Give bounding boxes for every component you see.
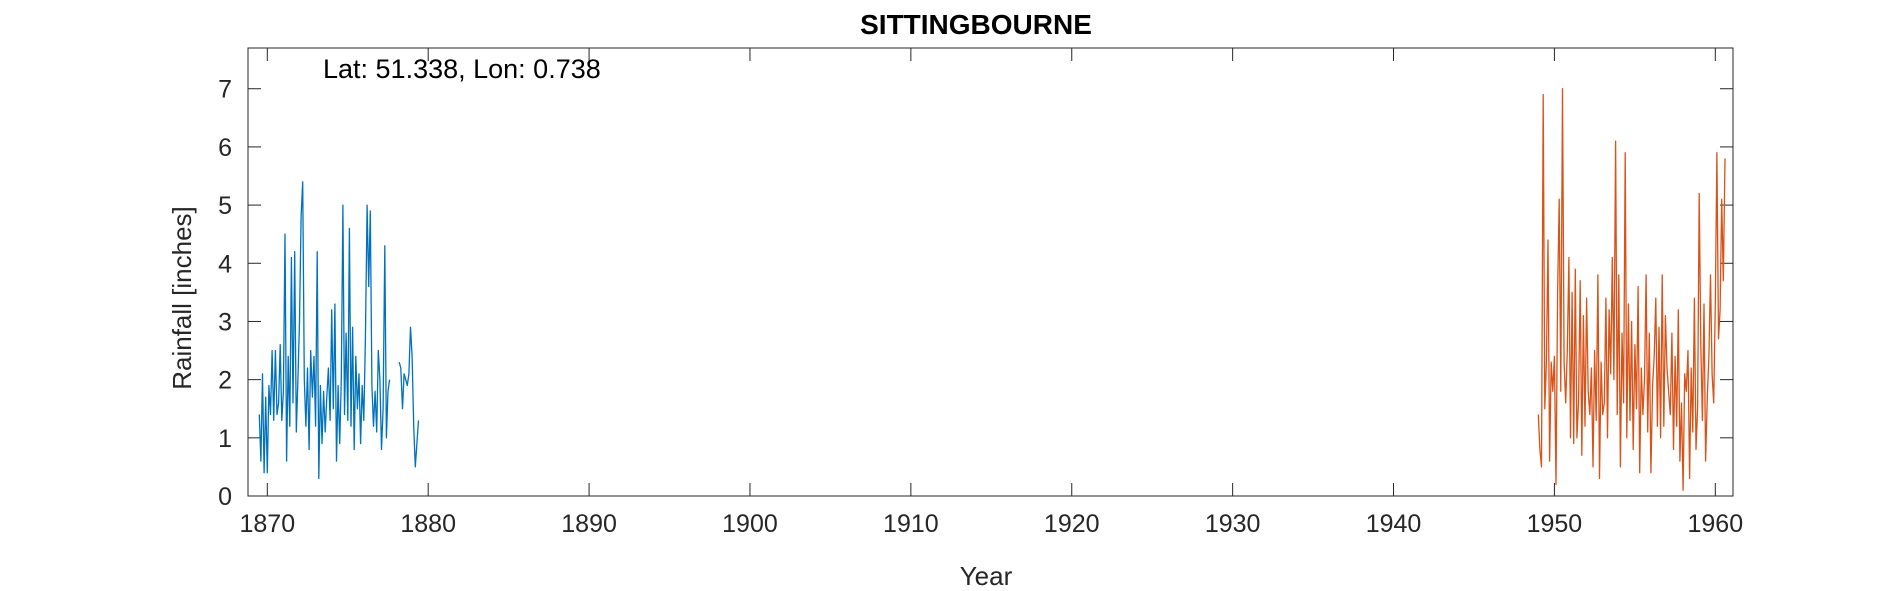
series-line-2 bbox=[398, 326, 420, 468]
series-line-1 bbox=[258, 181, 391, 480]
y-tick-label: 5 bbox=[218, 192, 232, 220]
series-layer bbox=[258, 88, 1726, 491]
axis-tick-labels: 1870 1880 1890 1900 1910 1920 1930 1940 1950 1960… bbox=[218, 76, 1743, 538]
chart-title: SITTINGBOURNE bbox=[860, 9, 1092, 40]
axes-box bbox=[247, 47, 1734, 497]
x-tick-label: 1940 bbox=[1366, 510, 1422, 538]
y-tick-label: 6 bbox=[218, 134, 232, 162]
x-tick-label: 1910 bbox=[883, 510, 939, 538]
x-tick-label: 1960 bbox=[1687, 510, 1743, 538]
location-annotation: Lat: 51.338, Lon: 0.738 bbox=[323, 54, 601, 84]
x-tick-label: 1930 bbox=[1205, 510, 1261, 538]
x-tick-label: 1920 bbox=[1044, 510, 1100, 538]
x-tick-label: 1950 bbox=[1527, 510, 1583, 538]
series-line-3 bbox=[1537, 88, 1726, 491]
plot-area bbox=[247, 47, 1734, 497]
y-tick-label: 3 bbox=[218, 308, 232, 336]
y-tick-label: 2 bbox=[218, 367, 232, 395]
axis-ticks bbox=[248, 48, 1733, 497]
y-tick-label: 1 bbox=[218, 425, 232, 453]
y-tick-label: 7 bbox=[218, 76, 232, 104]
x-tick-label: 1880 bbox=[400, 510, 456, 538]
y-axis-label: Rainfall [inches] bbox=[167, 206, 197, 390]
x-tick-label: 1890 bbox=[561, 510, 617, 538]
x-axis-label: Year bbox=[960, 561, 1013, 591]
x-tick-label: 1900 bbox=[722, 510, 778, 538]
x-tick-label: 1870 bbox=[239, 510, 295, 538]
y-tick-label: 4 bbox=[218, 250, 232, 278]
y-tick-label: 0 bbox=[218, 483, 232, 511]
